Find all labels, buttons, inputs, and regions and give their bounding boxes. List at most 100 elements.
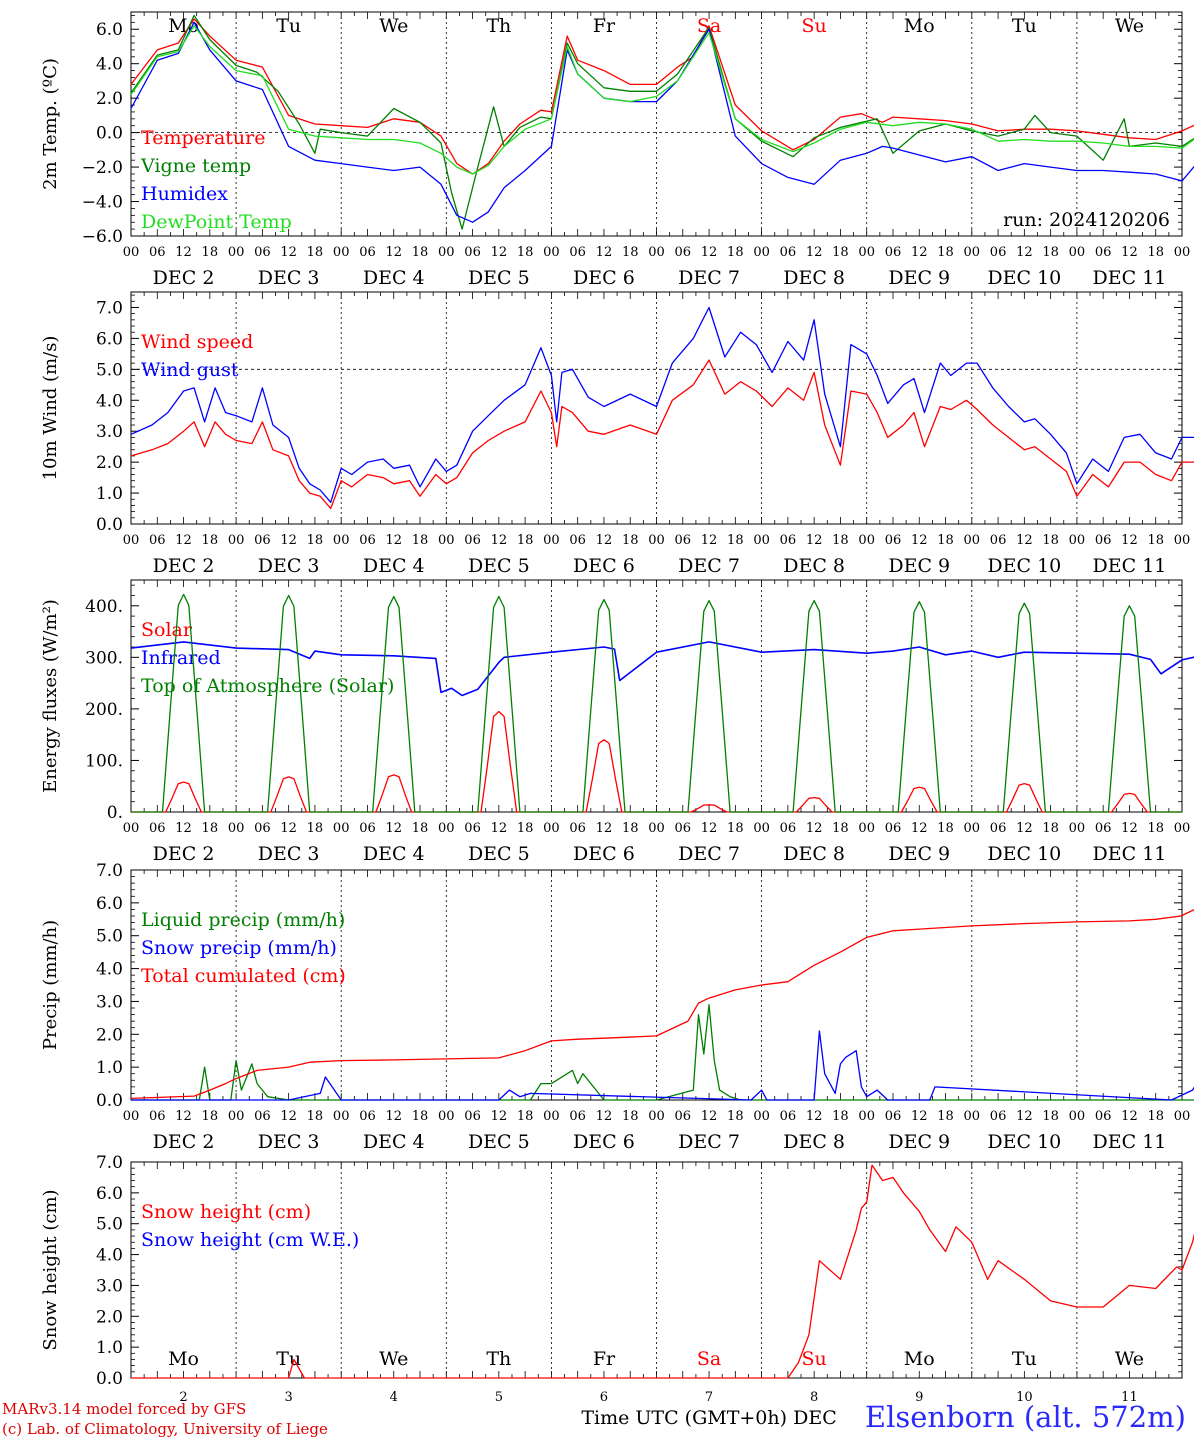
day-label: DEC 4 (363, 843, 425, 865)
y-tick-label: 4.0 (96, 1246, 123, 1266)
hour-label: 06 (149, 533, 166, 548)
hour-label: 00 (1174, 1109, 1191, 1124)
hour-label: 06 (359, 533, 376, 548)
y-tick-label: 0.0 (96, 1091, 123, 1111)
hour-label: 12 (1016, 1109, 1033, 1124)
hour-label: 12 (491, 1109, 508, 1124)
weekday-label: Mo (904, 1348, 935, 1370)
bottom-day-number: 5 (495, 1390, 503, 1405)
hour-label: 12 (385, 533, 402, 548)
hour-label: 18 (937, 533, 954, 548)
y-tick-label: 2.0 (96, 1307, 123, 1327)
hour-label: 18 (412, 821, 429, 836)
hour-label: 00 (1174, 821, 1191, 836)
hour-label: 06 (780, 533, 797, 548)
legend-entry: DewPoint Temp (141, 211, 292, 233)
y-tick-label: −2.0 (82, 158, 123, 178)
hour-label: 06 (675, 245, 692, 260)
hour-label: 00 (1174, 245, 1191, 260)
legend-entry: Solar (141, 619, 193, 641)
hour-label: 06 (149, 245, 166, 260)
hour-label: 12 (911, 821, 928, 836)
weekday-label: Tu (276, 15, 301, 37)
hour-label: 12 (280, 1109, 297, 1124)
hour-label: 00 (858, 1109, 875, 1124)
hour-label: 00 (964, 1109, 981, 1124)
bottom-day-number: 3 (285, 1390, 293, 1405)
weekday-label: Th (486, 15, 511, 37)
day-label: DEC 10 (987, 1131, 1061, 1153)
day-label: DEC 2 (153, 1131, 215, 1153)
day-label: DEC 11 (1093, 1131, 1167, 1153)
hour-label: 00 (753, 1109, 770, 1124)
y-tick-label: −6.0 (82, 227, 123, 247)
weekday-label: Mo (904, 15, 935, 37)
legend-entry: Wind speed (141, 331, 253, 353)
legend-entry: Snow precip (mm/h) (141, 937, 337, 959)
series-line-wind-speed (130, 359, 1194, 510)
hour-label: 06 (254, 821, 271, 836)
weekday-label: Fr (593, 1348, 616, 1370)
hour-label: 00 (648, 533, 665, 548)
legend-entry: Infrared (141, 647, 221, 669)
y-tick-label: 7.0 (96, 861, 123, 881)
series-line-top-of-atmosphere-solar- (131, 593, 1182, 813)
day-label: DEC 2 (153, 843, 215, 865)
day-label: DEC 9 (888, 555, 950, 577)
hour-label: 06 (780, 245, 797, 260)
hour-label: 00 (333, 533, 350, 548)
weekday-label: Mo (168, 1348, 199, 1370)
hour-label: 00 (858, 245, 875, 260)
hour-label: 00 (438, 245, 455, 260)
hour-label: 12 (911, 1109, 928, 1124)
hour-label: 18 (1042, 245, 1059, 260)
hour-label: 00 (753, 245, 770, 260)
y-tick-label: 4.0 (96, 391, 123, 411)
hour-label: 12 (911, 533, 928, 548)
hour-label: 12 (911, 245, 928, 260)
hour-label: 12 (701, 245, 718, 260)
hour-label: 18 (412, 245, 429, 260)
hour-label: 12 (1016, 821, 1033, 836)
series-line-total-cumulated-cm- (130, 909, 1194, 1100)
hour-label: 00 (648, 1109, 665, 1124)
bottom-day-number: 2 (179, 1390, 187, 1405)
y-tick-label: 5.0 (96, 360, 123, 380)
day-label: DEC 11 (1093, 267, 1167, 289)
hour-label: 18 (727, 1109, 744, 1124)
y-tick-label: 4.0 (96, 55, 123, 75)
hour-label: 18 (307, 1109, 324, 1124)
legend-entry: Snow height (cm W.E.) (141, 1229, 359, 1251)
hour-label: 12 (280, 533, 297, 548)
day-label: DEC 6 (573, 267, 635, 289)
day-label: DEC 6 (573, 843, 635, 865)
hour-label: 18 (832, 245, 849, 260)
hour-label: 12 (280, 245, 297, 260)
hour-label: 06 (885, 821, 902, 836)
hour-label: 18 (307, 533, 324, 548)
hour-label: 06 (780, 1109, 797, 1124)
hour-label: 00 (543, 821, 560, 836)
hour-label: 06 (569, 1109, 586, 1124)
day-label: DEC 10 (987, 555, 1061, 577)
y-tick-label: 7.0 (96, 298, 123, 318)
bottom-day-number: 9 (915, 1390, 923, 1405)
hour-label: 12 (806, 245, 823, 260)
x-axis-label: Time UTC (GMT+0h) DEC (581, 1407, 836, 1429)
series-line-humidex (130, 21, 1194, 223)
series-line-wind-gust (130, 306, 1194, 503)
hour-label: 00 (858, 821, 875, 836)
bottom-day-number: 10 (1016, 1390, 1033, 1405)
hour-label: 12 (806, 533, 823, 548)
weekday-label: We (379, 15, 408, 37)
hour-label: 12 (1121, 1109, 1138, 1124)
hour-label: 12 (1121, 245, 1138, 260)
hour-label: 18 (622, 821, 639, 836)
y-axis-label: 2m Temp. (ºC) (40, 58, 61, 190)
hour-label: 00 (543, 245, 560, 260)
hour-label: 00 (333, 245, 350, 260)
day-label: DEC 5 (468, 267, 530, 289)
hour-label: 12 (1121, 821, 1138, 836)
hour-label: 12 (1016, 245, 1033, 260)
series-line-liquid-precip-mm-h- (131, 1004, 1194, 1101)
